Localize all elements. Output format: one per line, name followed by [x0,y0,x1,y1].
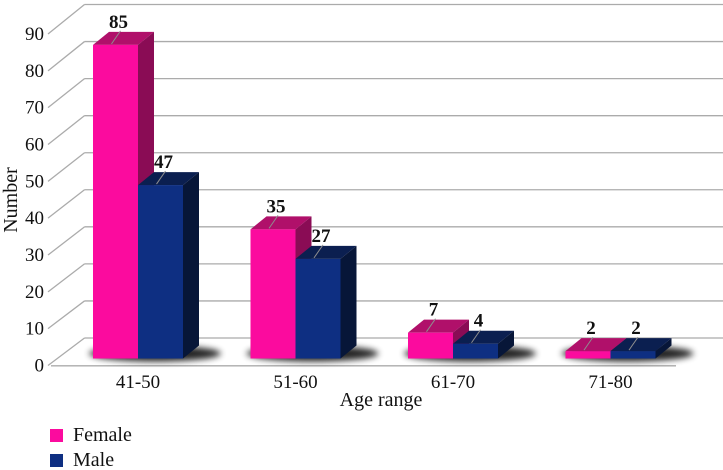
bar-male-71-80 [610,351,656,359]
male-color-swatch [50,453,63,467]
x-category-label: 71-80 [588,372,632,393]
bar-male-61-70 [453,343,498,359]
data-label: 7 [429,300,439,321]
legend-label-male: Male [73,449,115,470]
y-axis-title: Number [0,167,22,233]
bar-male-61-70 [453,330,514,344]
bar-male-51-60 [340,245,357,359]
bar-female-51-60 [250,229,296,359]
legend-item-male: Male [50,449,132,470]
x-category-label: 51-60 [273,372,317,393]
bar-male-41-50 [183,172,199,359]
legend-item-female: Female [50,424,132,446]
bar-female-41-50 [93,31,154,45]
female-color-swatch [50,428,63,442]
chart-plot-area: 0 10 20 30 40 50 60 70 80 90 41-50 51-60 61-70 71-80 8… [25,3,723,393]
bar-male-51-60 [295,245,357,259]
data-label: 4 [474,311,484,332]
bar-female-61-70 [408,332,453,359]
data-label: 85 [109,12,128,33]
y-tick-label: 40 [25,208,44,229]
bar-female-71-80 [565,338,627,352]
bar-female-41-50 [93,44,138,359]
legend-label-female: Female [73,424,132,446]
bar-male-41-50 [138,185,183,359]
bar-female-51-60 [250,216,312,230]
data-label: 27 [312,226,332,247]
bar-male-71-80 [655,338,672,359]
y-tick-label: 0 [35,356,45,377]
bar-male-51-60 [295,258,341,359]
x-category-label: 41-50 [116,372,160,393]
data-label: 2 [631,318,641,339]
legend: Female Male [50,424,132,470]
x-axis-title: Age range [340,389,423,411]
y-tick-label: 10 [25,319,44,340]
bar-female-61-70 [408,319,469,333]
y-tick-label: 70 [25,98,44,119]
x-category-label: 61-70 [431,372,475,393]
y-tick-label: 50 [25,171,44,192]
y-tick-label: 30 [25,245,44,266]
data-label: 35 [267,196,286,217]
bar-male-61-70 [498,330,514,359]
bar-male-71-80 [610,338,672,352]
y-tick-label: 20 [25,282,44,303]
bar-female-71-80 [565,351,611,359]
bar-male-41-50 [138,172,199,186]
y-tick-label: 90 [25,24,44,45]
data-label: 47 [154,152,174,173]
y-tick-label: 60 [25,135,44,156]
y-tick-label: 80 [25,61,44,82]
data-label: 2 [586,318,596,339]
